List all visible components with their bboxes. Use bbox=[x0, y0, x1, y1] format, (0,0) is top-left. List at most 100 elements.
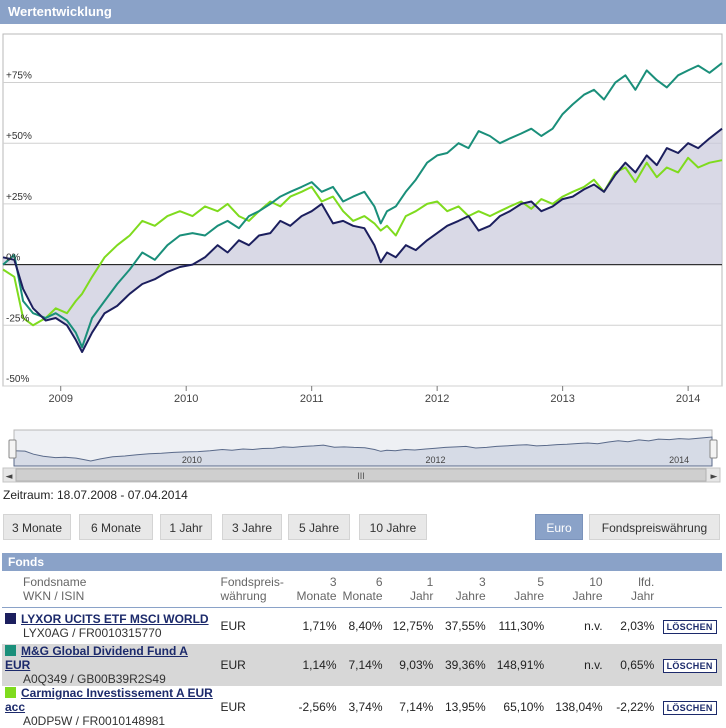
col-3j: 3 Jahre bbox=[436, 571, 488, 608]
scroll-right-icon[interactable]: ► bbox=[711, 472, 718, 482]
cell-fund: M&G Global Dividend Fund A EUR A0Q349 / … bbox=[2, 644, 217, 686]
col-1j-l2: Jahr bbox=[409, 589, 434, 603]
table-row: LYXOR UCITS ETF MSCI WORLD LYX0AG / FR00… bbox=[2, 608, 722, 645]
cell-currency: EUR bbox=[220, 619, 246, 633]
col-3m: 3 Monate bbox=[287, 571, 339, 608]
cell-3m: 1,71% bbox=[302, 619, 337, 633]
navigator-label: 2012 bbox=[425, 455, 445, 465]
col-fondsname-label: Fondsname bbox=[23, 575, 87, 589]
col-6m-l1: 6 bbox=[375, 575, 383, 589]
navigator-label: 2010 bbox=[182, 455, 202, 465]
x-tick-label: 2014 bbox=[676, 393, 700, 405]
btn-10-jahre[interactable]: 10 Jahre bbox=[359, 514, 427, 540]
cell-fund: Carmignac Investissement A EUR acc A0DP5… bbox=[2, 686, 217, 728]
cell-1j: 9,03% bbox=[399, 658, 434, 672]
y-gridlines bbox=[3, 82, 722, 387]
cell-6m: 8,40% bbox=[348, 619, 383, 633]
cell-action: LÖSCHEN bbox=[657, 608, 722, 645]
cell-6m: 3,74% bbox=[348, 700, 383, 714]
col-10j: 10 Jahre bbox=[547, 571, 605, 608]
cell-3m: -2,56% bbox=[298, 700, 337, 714]
y-tick-label: -25% bbox=[6, 313, 29, 324]
col-1j: 1 Jahr bbox=[386, 571, 437, 608]
y-tick-label: -50% bbox=[6, 374, 29, 385]
series-line bbox=[2, 156, 723, 327]
btn-3-monate[interactable]: 3 Monate bbox=[3, 514, 71, 540]
fonds-table: Fondsname WKN / ISIN Fondspreis- währung… bbox=[2, 571, 722, 728]
x-tick-label: 2013 bbox=[550, 393, 574, 405]
btn-1-jahr[interactable]: 1 Jahr bbox=[160, 514, 212, 540]
cell-10j: 138,04% bbox=[555, 700, 603, 714]
series-line bbox=[2, 127, 723, 353]
scrollbar-grip: III bbox=[357, 471, 365, 481]
fund-id: A0DP5W / FR0010148981 bbox=[23, 714, 166, 728]
cell-10j: n.v. bbox=[584, 658, 603, 672]
col-waehrung: Fondspreis- währung bbox=[217, 571, 287, 608]
range-navigator[interactable]: 2010 2012 2014 III ◄ ► bbox=[0, 428, 726, 484]
fund-name-link[interactable]: Carmignac Investissement A EUR acc bbox=[5, 686, 213, 714]
series-swatch bbox=[5, 645, 16, 656]
zeitraum-label: Zeitraum: 18.07.2008 - 07.04.2014 bbox=[3, 488, 188, 502]
cell-3j: 37,55% bbox=[444, 619, 486, 633]
fund-id: A0Q349 / GB00B39R2S49 bbox=[23, 672, 166, 686]
cell-5j: 65,10% bbox=[503, 700, 545, 714]
y-tick-label: +25% bbox=[6, 192, 32, 203]
delete-button[interactable]: LÖSCHEN bbox=[662, 700, 717, 715]
series-area bbox=[3, 128, 722, 352]
cell-10j: n.v. bbox=[584, 619, 603, 633]
delete-button[interactable]: LÖSCHEN bbox=[662, 658, 717, 673]
y-tick-label: +50% bbox=[6, 131, 32, 142]
cell-5j: 148,91% bbox=[496, 658, 545, 672]
fund-name-link[interactable]: M&G Global Dividend Fund A EUR bbox=[5, 644, 188, 672]
cell-3j: 13,95% bbox=[444, 700, 486, 714]
btn-5-jahre[interactable]: 5 Jahre bbox=[288, 514, 350, 540]
col-10j-l1: 10 bbox=[589, 575, 603, 589]
cell-fund: LYXOR UCITS ETF MSCI WORLD LYX0AG / FR00… bbox=[2, 608, 217, 645]
x-tick-label: 2011 bbox=[300, 393, 324, 405]
scrollbar-thumb[interactable] bbox=[15, 468, 707, 482]
cell-1j: 12,75% bbox=[392, 619, 434, 633]
cell-lfd: 0,65% bbox=[620, 658, 655, 672]
col-waehrung-l2: währung bbox=[220, 589, 267, 603]
btn-3-jahre[interactable]: 3 Jahre bbox=[222, 514, 282, 540]
scroll-left-icon[interactable]: ◄ bbox=[6, 472, 13, 482]
col-5j: 5 Jahre bbox=[489, 571, 547, 608]
fonds-table-header: Fondsname WKN / ISIN Fondspreis- währung… bbox=[2, 571, 722, 608]
cell-3j: 39,36% bbox=[444, 658, 486, 672]
x-tick-label: 2010 bbox=[174, 393, 198, 405]
x-tick-label: 2012 bbox=[425, 393, 449, 405]
left-handle[interactable] bbox=[8, 439, 17, 459]
cell-action: LÖSCHEN bbox=[657, 644, 722, 686]
btn-euro[interactable]: Euro bbox=[535, 514, 583, 540]
btn-fondspreiswaehrung[interactable]: Fondspreiswährung bbox=[589, 514, 720, 540]
col-3m-l2: Monate bbox=[296, 589, 337, 603]
col-5j-l1: 5 bbox=[537, 575, 545, 589]
col-6m-l2: Monate bbox=[342, 589, 383, 603]
delete-button[interactable]: LÖSCHEN bbox=[662, 619, 717, 634]
col-6m: 6 Monate bbox=[340, 571, 386, 608]
performance-chart: 2009 2010 2011 2012 2013 2014 +75% +50% +25% 0% -2… bbox=[2, 33, 723, 405]
series-swatch bbox=[5, 687, 16, 698]
table-row: Carmignac Investissement A EUR acc A0DP5… bbox=[2, 686, 722, 728]
cell-lfd: 2,03% bbox=[620, 619, 655, 633]
x-tick-label: 2009 bbox=[48, 393, 72, 405]
col-10j-l2: Jahre bbox=[572, 589, 603, 603]
right-handle[interactable] bbox=[709, 439, 718, 459]
fund-name-link[interactable]: LYXOR UCITS ETF MSCI WORLD bbox=[21, 612, 209, 626]
fonds-section-title: Fonds bbox=[2, 553, 722, 571]
col-3m-l1: 3 bbox=[329, 575, 337, 589]
panel-title: Wertentwicklung bbox=[0, 0, 726, 24]
col-wkn-label: WKN / ISIN bbox=[23, 589, 85, 603]
col-lfd: lfd. Jahr bbox=[606, 571, 658, 608]
col-waehrung-l1: Fondspreis- bbox=[220, 575, 284, 589]
y-tick-label: +75% bbox=[6, 71, 32, 82]
col-actions bbox=[657, 571, 722, 608]
cell-currency: EUR bbox=[220, 700, 246, 714]
cell-action: LÖSCHEN bbox=[657, 686, 722, 728]
col-3j-l2: Jahre bbox=[455, 589, 486, 603]
series-swatch bbox=[5, 613, 16, 624]
navigator-series bbox=[13, 436, 713, 467]
table-row: M&G Global Dividend Fund A EUR A0Q349 / … bbox=[2, 644, 722, 686]
btn-6-monate[interactable]: 6 Monate bbox=[79, 514, 153, 540]
fund-id: LYX0AG / FR0010315770 bbox=[23, 626, 162, 640]
